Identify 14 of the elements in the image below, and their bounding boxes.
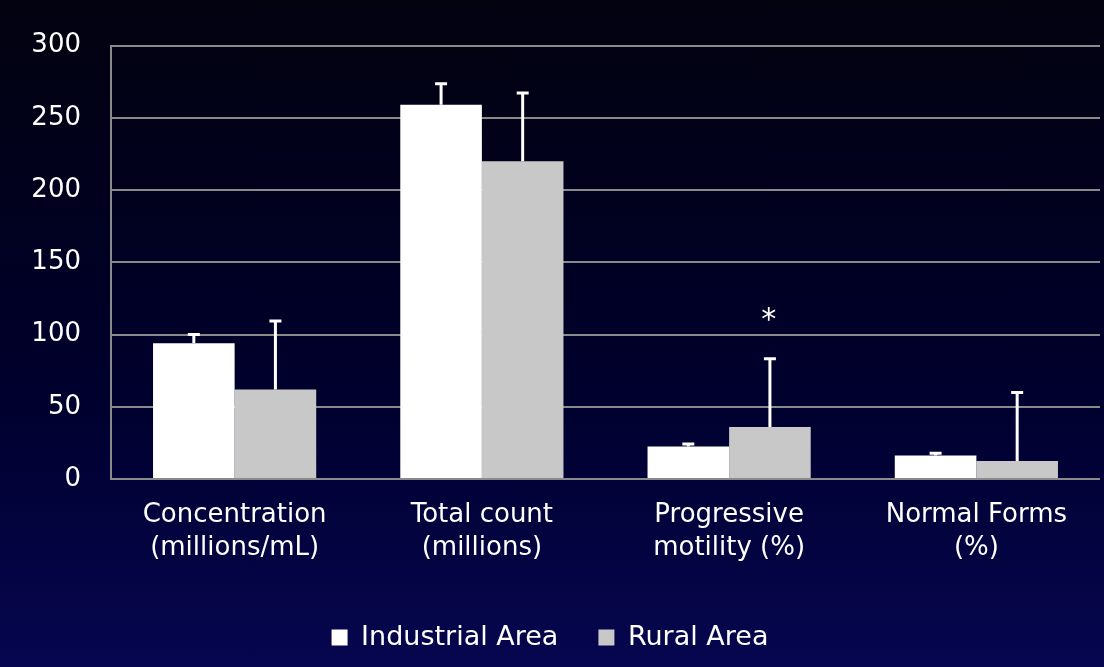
annotation: * [761, 300, 777, 336]
legend-label: Rural Area [627, 619, 769, 651]
y-tick-label: 200 [31, 172, 81, 203]
y-tick-label: 250 [31, 100, 81, 131]
x-tick-label: Normal Forms (%) [885, 498, 1068, 561]
x-tick-label: Total count (millions) [409, 498, 554, 561]
y-tick-label: 100 [31, 317, 81, 348]
y-tick-label: 50 [47, 389, 81, 420]
y-tick-label: 0 [64, 461, 81, 492]
y-tick-label: 150 [31, 245, 81, 276]
x-tick-label: Progressive motility (%) [653, 498, 806, 561]
y-tick-label: 300 [31, 28, 81, 59]
x-tick-label: Concentration (millions/mL) [142, 498, 327, 561]
legend-label: Industrial Area [361, 619, 559, 651]
